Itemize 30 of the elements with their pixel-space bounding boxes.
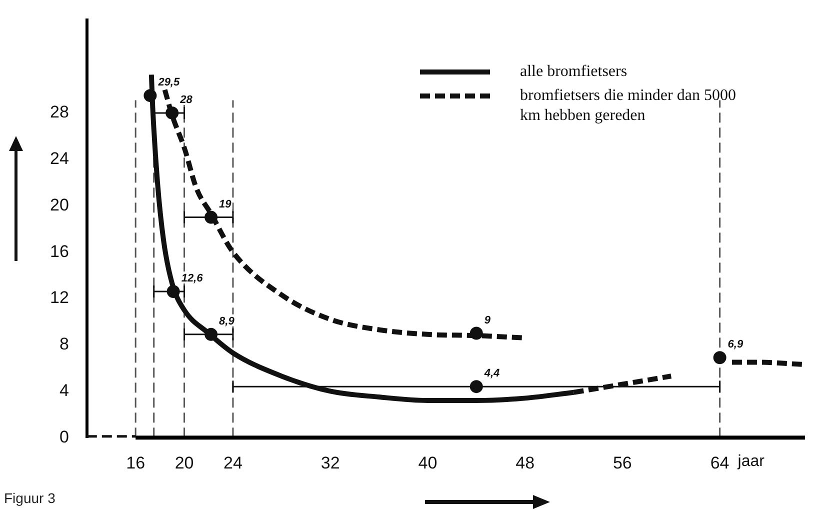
x-tick-label: 24 bbox=[224, 453, 242, 472]
x-tick-label: 48 bbox=[516, 453, 535, 472]
x-tick-label: 20 bbox=[174, 453, 194, 472]
data-label: 29,5 bbox=[157, 76, 180, 89]
y-tick-label: 28 bbox=[50, 102, 69, 122]
y-tick-label: 24 bbox=[50, 149, 69, 168]
data-label: 9 bbox=[484, 314, 492, 326]
legend-label: bromfietsers die minder dan 5000 km hebben gereden bbox=[520, 86, 737, 126]
data-label: 19 bbox=[219, 198, 232, 210]
x-tick-label: 16 bbox=[126, 453, 146, 472]
point bbox=[713, 351, 726, 364]
data-label: 6,9 bbox=[728, 338, 744, 351]
point bbox=[470, 380, 483, 394]
data-label: 8,9 bbox=[219, 315, 236, 328]
x-tick-label: 64 bbox=[710, 453, 730, 472]
y-tick-label: 4 bbox=[59, 380, 69, 400]
data-label: 12,6 bbox=[181, 272, 204, 285]
text: Figuur 3 bbox=[4, 490, 56, 506]
y-tick-label: 8 bbox=[59, 334, 69, 354]
x-tick-label: 40 bbox=[418, 453, 438, 472]
y-tick-label: 12 bbox=[50, 288, 69, 308]
data-label: 28 bbox=[179, 94, 194, 106]
legend-label: alle bromfietsers bbox=[520, 62, 628, 82]
data-label: 4,4 bbox=[483, 368, 500, 380]
y-tick-label: 16 bbox=[50, 242, 69, 261]
x-axis-title: jaar bbox=[736, 453, 766, 470]
y-tick-label: 20 bbox=[50, 195, 69, 214]
y-tick-label: 0 bbox=[59, 427, 69, 446]
x-tick-label: 32 bbox=[320, 453, 340, 472]
x-tick-label: 56 bbox=[612, 453, 632, 472]
